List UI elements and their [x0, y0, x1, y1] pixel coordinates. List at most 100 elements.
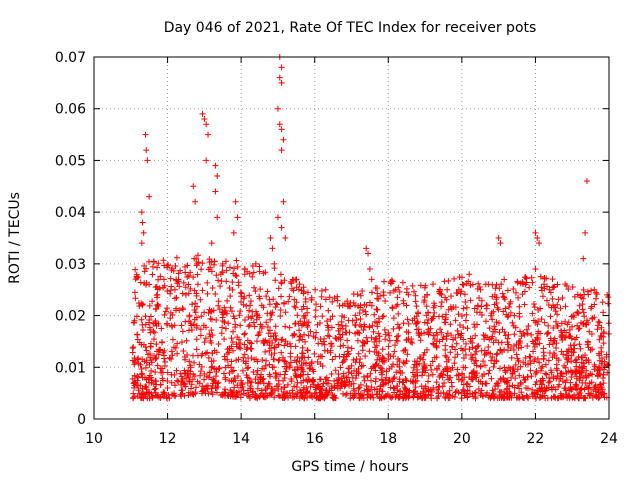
data-point	[502, 367, 509, 374]
data-point	[455, 311, 462, 318]
data-point	[141, 391, 148, 398]
data-point	[217, 283, 224, 290]
data-point	[276, 74, 283, 81]
data-point	[257, 321, 264, 328]
data-point	[489, 316, 496, 323]
data-point	[271, 344, 278, 351]
data-point	[584, 338, 591, 345]
data-point	[374, 295, 381, 302]
data-point	[462, 364, 469, 371]
data-point	[588, 287, 595, 294]
data-point	[431, 309, 438, 316]
data-point	[540, 377, 547, 384]
data-point	[558, 320, 565, 327]
data-point	[166, 395, 173, 402]
data-point	[496, 329, 503, 336]
data-point	[181, 392, 188, 399]
data-point	[267, 235, 274, 241]
data-point	[270, 296, 277, 303]
data-point	[589, 371, 596, 378]
data-point	[320, 394, 327, 401]
data-point	[390, 325, 397, 332]
data-point	[500, 308, 507, 315]
data-point	[353, 356, 360, 363]
data-point	[206, 369, 213, 376]
data-point	[460, 381, 467, 388]
data-point	[213, 366, 220, 373]
data-point	[167, 309, 174, 316]
data-point	[241, 271, 248, 278]
data-point	[393, 383, 400, 390]
data-point	[471, 324, 478, 331]
data-point	[201, 116, 208, 123]
data-point	[188, 326, 195, 333]
data-point	[188, 381, 195, 388]
data-point	[204, 290, 211, 297]
data-point	[279, 336, 286, 343]
data-point	[209, 382, 216, 389]
data-point	[339, 359, 346, 366]
data-point	[247, 383, 254, 390]
data-point	[517, 379, 524, 386]
data-point	[523, 326, 530, 333]
data-point	[191, 307, 198, 314]
data-point	[132, 266, 139, 273]
data-point	[438, 329, 445, 336]
data-point	[442, 393, 449, 400]
data-point	[205, 310, 212, 317]
data-point	[264, 310, 271, 317]
data-point	[272, 304, 279, 311]
data-point	[573, 334, 580, 341]
data-point	[158, 365, 165, 372]
data-point	[304, 322, 311, 329]
data-point	[453, 289, 460, 296]
data-point	[415, 309, 422, 316]
x-tick-label: 20	[453, 431, 471, 447]
data-point	[387, 353, 394, 360]
data-point	[251, 284, 258, 291]
data-point	[548, 369, 555, 376]
data-point	[387, 393, 394, 400]
data-point	[149, 263, 156, 270]
data-point	[298, 379, 305, 386]
data-point	[405, 329, 412, 336]
data-point	[543, 330, 550, 337]
data-point	[247, 298, 254, 305]
data-point	[387, 384, 394, 391]
data-point	[420, 351, 427, 358]
x-tick-label: 16	[306, 431, 324, 447]
data-point	[159, 375, 166, 382]
data-point	[583, 357, 590, 364]
data-point	[222, 386, 229, 393]
data-point	[542, 395, 549, 402]
data-point	[507, 345, 514, 352]
data-point	[219, 260, 226, 267]
data-point	[585, 372, 592, 379]
data-point	[560, 394, 567, 401]
data-point	[491, 301, 498, 308]
data-point	[509, 319, 516, 326]
data-point	[437, 288, 444, 295]
data-point	[362, 353, 369, 360]
data-point	[490, 392, 497, 399]
data-point	[519, 291, 526, 298]
data-point	[201, 309, 208, 316]
data-point	[404, 351, 411, 358]
data-point	[473, 374, 480, 381]
data-point	[268, 385, 275, 392]
data-point	[355, 329, 362, 336]
data-point	[494, 350, 501, 357]
data-point	[400, 297, 407, 304]
data-point	[514, 366, 521, 373]
data-point	[414, 366, 421, 373]
data-point	[459, 312, 466, 319]
data-point	[365, 250, 372, 257]
data-point	[386, 365, 393, 372]
data-point	[147, 343, 154, 350]
data-point	[430, 341, 437, 348]
data-point	[543, 371, 550, 378]
data-point	[428, 388, 435, 395]
data-point	[268, 351, 275, 358]
data-point	[430, 281, 437, 288]
data-point	[475, 280, 482, 287]
